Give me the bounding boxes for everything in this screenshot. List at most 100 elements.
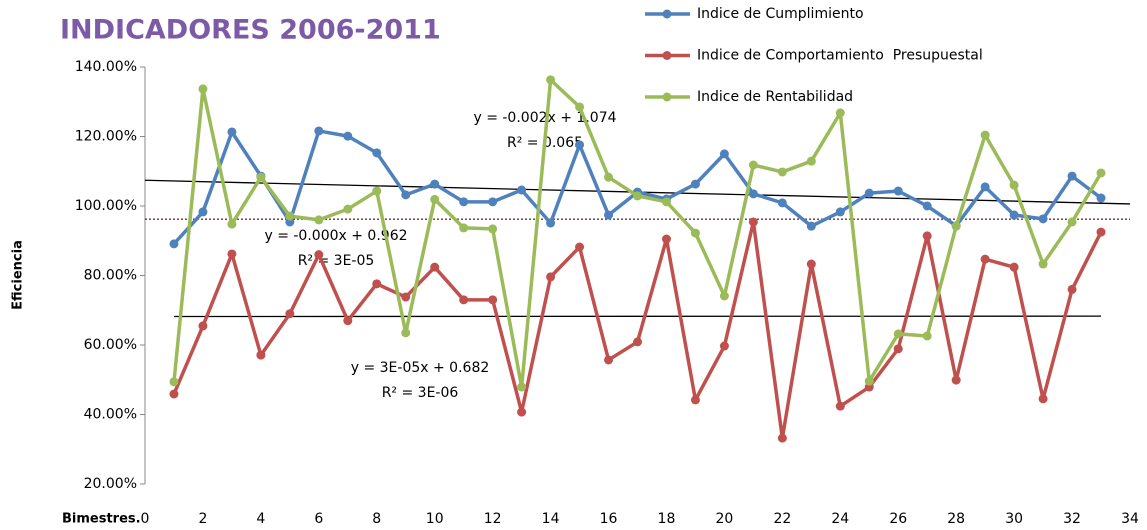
series-point [835,207,845,217]
series-point [575,242,585,252]
x-tick-label: 26 [889,511,907,527]
legend-label: Indice de Cumplimiento [697,6,864,22]
series-point [285,309,295,319]
legend-marker [662,51,672,60]
series-point [835,108,845,118]
series-point [806,259,816,269]
y-tick-label: 120.00% [75,129,137,145]
series-point [604,172,614,182]
series-point [922,201,932,211]
series-point [922,231,932,241]
series-point [198,321,208,331]
y-axis-label: Eficiencia [11,240,26,310]
x-tick-label: 20 [715,511,733,527]
series-point [1009,262,1019,272]
series-point [633,191,642,201]
series-point [401,328,411,338]
series-point [227,219,237,229]
series-point [1096,227,1106,237]
series-point [256,172,266,182]
series-point [1038,259,1048,269]
series-point [314,250,324,260]
series-point [690,395,700,405]
series-point [748,160,758,170]
series-point [198,84,208,94]
series-point [1038,394,1048,404]
series-point [864,376,874,386]
x-tick-label: 34 [1121,511,1139,527]
series-point [719,341,729,351]
series-point [604,355,614,365]
legend-label: Indice de Comportamiento Presupuestal [697,48,983,64]
x-tick-label: 6 [314,511,323,527]
series-point [517,407,527,417]
x-tick-label: 16 [600,511,618,527]
series-point [748,217,758,227]
series-point [893,329,903,339]
y-tick-label: 100.00% [75,198,137,214]
trend-r2: R² = 3E-05 [298,253,375,269]
series-point [893,186,903,196]
x-axis-label: Bimestres. [62,512,141,527]
series-point [604,210,614,220]
series-point [806,156,816,166]
y-tick-label: 20.00% [84,476,137,492]
series-point [227,127,237,137]
series-point [1009,210,1019,220]
x-tick-label: 4 [256,511,265,527]
y-tick-label: 140.00% [75,59,137,75]
series-point [922,331,932,341]
series-point [980,254,990,264]
series-point [546,272,556,282]
x-tick-label: 2 [198,511,207,527]
y-tick-label: 40.00% [84,407,137,423]
x-tick-label: 0 [141,511,150,527]
series-point [1096,193,1106,203]
series-point [661,197,671,207]
series-point [459,295,469,305]
series-point [488,197,498,207]
series-point [1038,214,1048,224]
series-point [980,130,990,140]
series-point [285,211,295,221]
series-point [661,234,671,244]
series-point [401,190,411,200]
series-point [575,140,585,150]
series-point [517,382,527,392]
series-point [372,279,382,289]
series-point [372,148,382,158]
series-point [719,291,729,301]
series-point [806,221,816,231]
series-point [169,377,179,387]
series-point [343,131,353,141]
x-tick-label: 32 [1063,511,1081,527]
legend-label: Indice de Rentabilidad [697,89,853,105]
x-tick-label: 22 [773,511,791,527]
x-tick-label: 10 [426,511,444,527]
series-point [1067,284,1077,294]
series-point [690,179,700,189]
x-tick-label: 18 [658,511,676,527]
series-point [633,337,642,347]
series-point [546,218,556,228]
series-point [430,262,440,272]
legend-marker [662,9,672,19]
series-point [430,194,440,204]
series-point [1067,217,1077,227]
series-point [835,401,845,411]
series-point [198,207,208,217]
series-point [256,350,266,360]
series-point [227,249,237,259]
series-point [517,185,527,195]
series-point [1009,180,1019,190]
series-point [864,188,874,198]
series-point [777,433,787,443]
series-point [314,126,324,136]
legend-marker [662,92,672,102]
series-point [546,75,556,85]
series-point [719,149,729,159]
trend-equation: y = 3E-05x + 0.682 [351,360,490,376]
series-point [169,239,179,249]
